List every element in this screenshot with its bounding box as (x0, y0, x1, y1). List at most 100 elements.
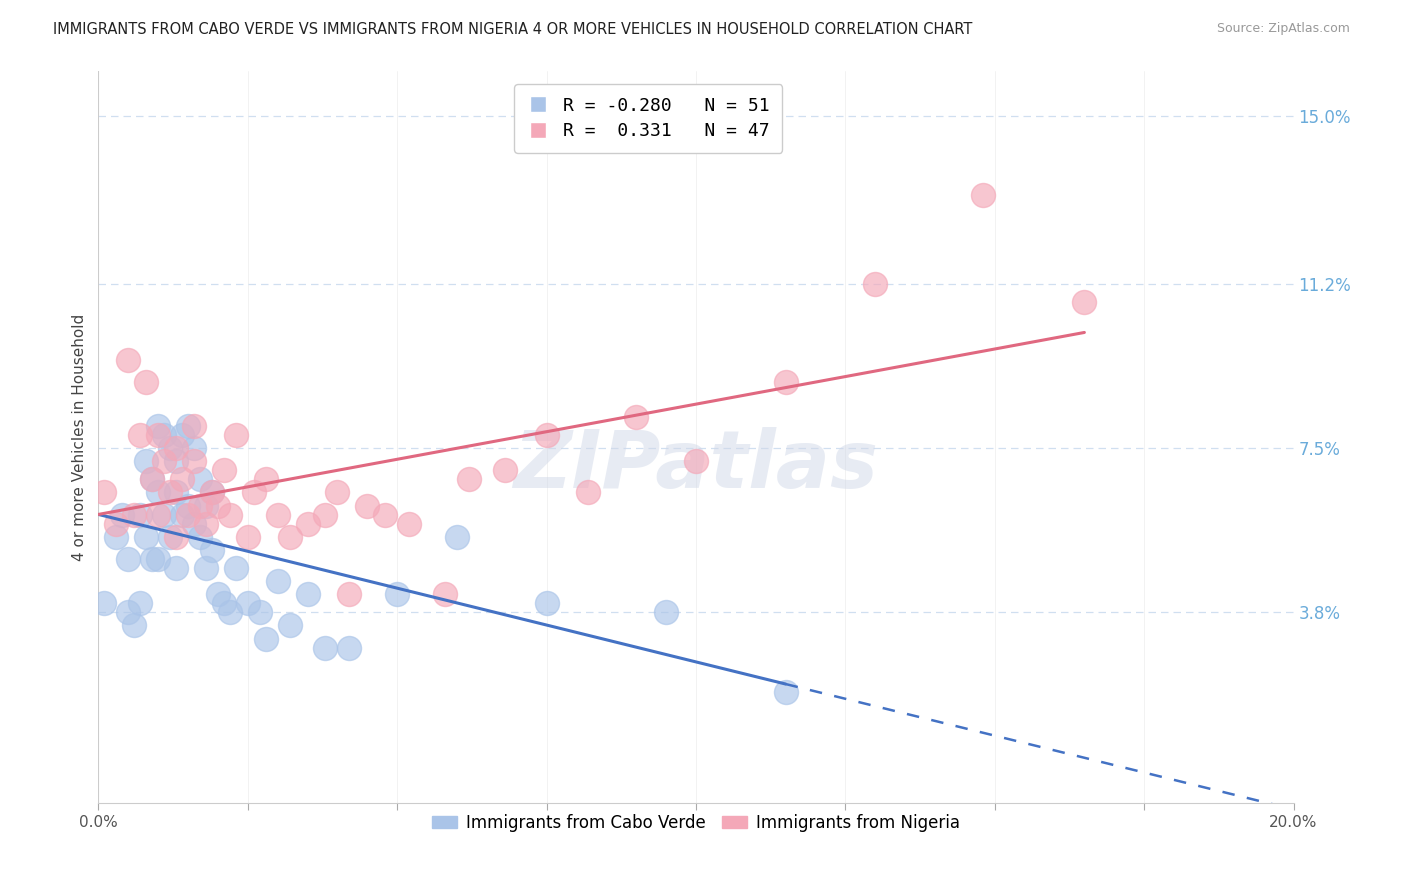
Point (458, 472, 481, 486)
Legend: Immigrants from Cabo Verde, Immigrants from Nigeria: Immigrants from Cabo Verde, Immigrants f… (426, 807, 966, 838)
Point (105, 516, 128, 531)
Point (117, 352, 139, 367)
Text: Source: ZipAtlas.com: Source: ZipAtlas.com (1216, 22, 1350, 36)
Point (117, 605, 139, 619)
Point (212, 596, 235, 610)
Point (267, 574, 290, 589)
Point (148, 485, 170, 500)
Point (536, 596, 558, 610)
Point (339, 587, 361, 601)
Point (225, 428, 247, 442)
Point (135, 375, 157, 389)
Point (165, 485, 187, 500)
Point (172, 428, 194, 442)
Point (315, 640, 337, 655)
Point (385, 587, 409, 601)
Point (188, 499, 211, 513)
Point (1073, 294, 1095, 309)
Point (201, 543, 224, 558)
Point (111, 508, 134, 522)
Point (177, 419, 200, 434)
Point (267, 508, 290, 522)
Point (141, 472, 163, 486)
Point (254, 632, 277, 646)
Point (153, 428, 176, 442)
Point (195, 561, 218, 575)
Point (183, 454, 205, 468)
Point (219, 508, 242, 522)
Point (207, 499, 229, 513)
Point (148, 552, 170, 566)
Point (219, 605, 242, 619)
Point (129, 508, 152, 522)
Point (626, 410, 648, 425)
Point (183, 419, 205, 434)
Point (201, 485, 224, 500)
Point (446, 530, 468, 544)
Point (129, 428, 152, 442)
Point (865, 277, 887, 292)
Point (243, 485, 266, 500)
Point (339, 640, 361, 655)
Point (148, 428, 170, 442)
Point (434, 587, 457, 601)
Point (159, 441, 181, 455)
Point (159, 530, 181, 544)
Point (297, 516, 319, 531)
Point (972, 188, 994, 202)
Point (183, 441, 205, 455)
Point (135, 454, 157, 468)
Point (207, 587, 229, 601)
Point (195, 499, 218, 513)
Point (153, 508, 176, 522)
Point (177, 508, 200, 522)
Point (117, 552, 139, 566)
Point (165, 561, 187, 575)
Point (165, 441, 187, 455)
Point (494, 463, 516, 477)
Point (172, 472, 194, 486)
Point (655, 605, 678, 619)
Point (148, 419, 170, 434)
Point (93, 596, 115, 610)
Text: IMMIGRANTS FROM CABO VERDE VS IMMIGRANTS FROM NIGERIA 4 OR MORE VEHICLES IN HOUS: IMMIGRANTS FROM CABO VERDE VS IMMIGRANTS… (53, 22, 973, 37)
Point (775, 685, 797, 699)
Point (141, 552, 163, 566)
Point (195, 516, 218, 531)
Point (775, 375, 797, 389)
Point (236, 530, 259, 544)
Point (188, 530, 211, 544)
Point (278, 530, 301, 544)
Point (315, 508, 337, 522)
Point (326, 485, 349, 500)
Point (356, 499, 378, 513)
Point (188, 472, 211, 486)
Point (172, 508, 194, 522)
Point (536, 428, 558, 442)
Point (254, 472, 277, 486)
Point (124, 508, 146, 522)
Point (124, 618, 146, 632)
Point (374, 508, 396, 522)
Point (153, 454, 176, 468)
Point (212, 463, 235, 477)
Point (278, 618, 301, 632)
Point (165, 454, 187, 468)
Point (141, 472, 163, 486)
Point (177, 499, 200, 513)
Point (93, 485, 115, 500)
Point (159, 485, 181, 500)
Point (685, 454, 707, 468)
Point (165, 530, 187, 544)
Point (183, 516, 205, 531)
Point (398, 516, 420, 531)
Point (249, 605, 271, 619)
Point (236, 596, 259, 610)
Point (105, 530, 128, 544)
Point (135, 530, 157, 544)
Point (225, 561, 247, 575)
Point (129, 596, 152, 610)
Point (148, 508, 170, 522)
Point (578, 485, 600, 500)
Point (297, 587, 319, 601)
